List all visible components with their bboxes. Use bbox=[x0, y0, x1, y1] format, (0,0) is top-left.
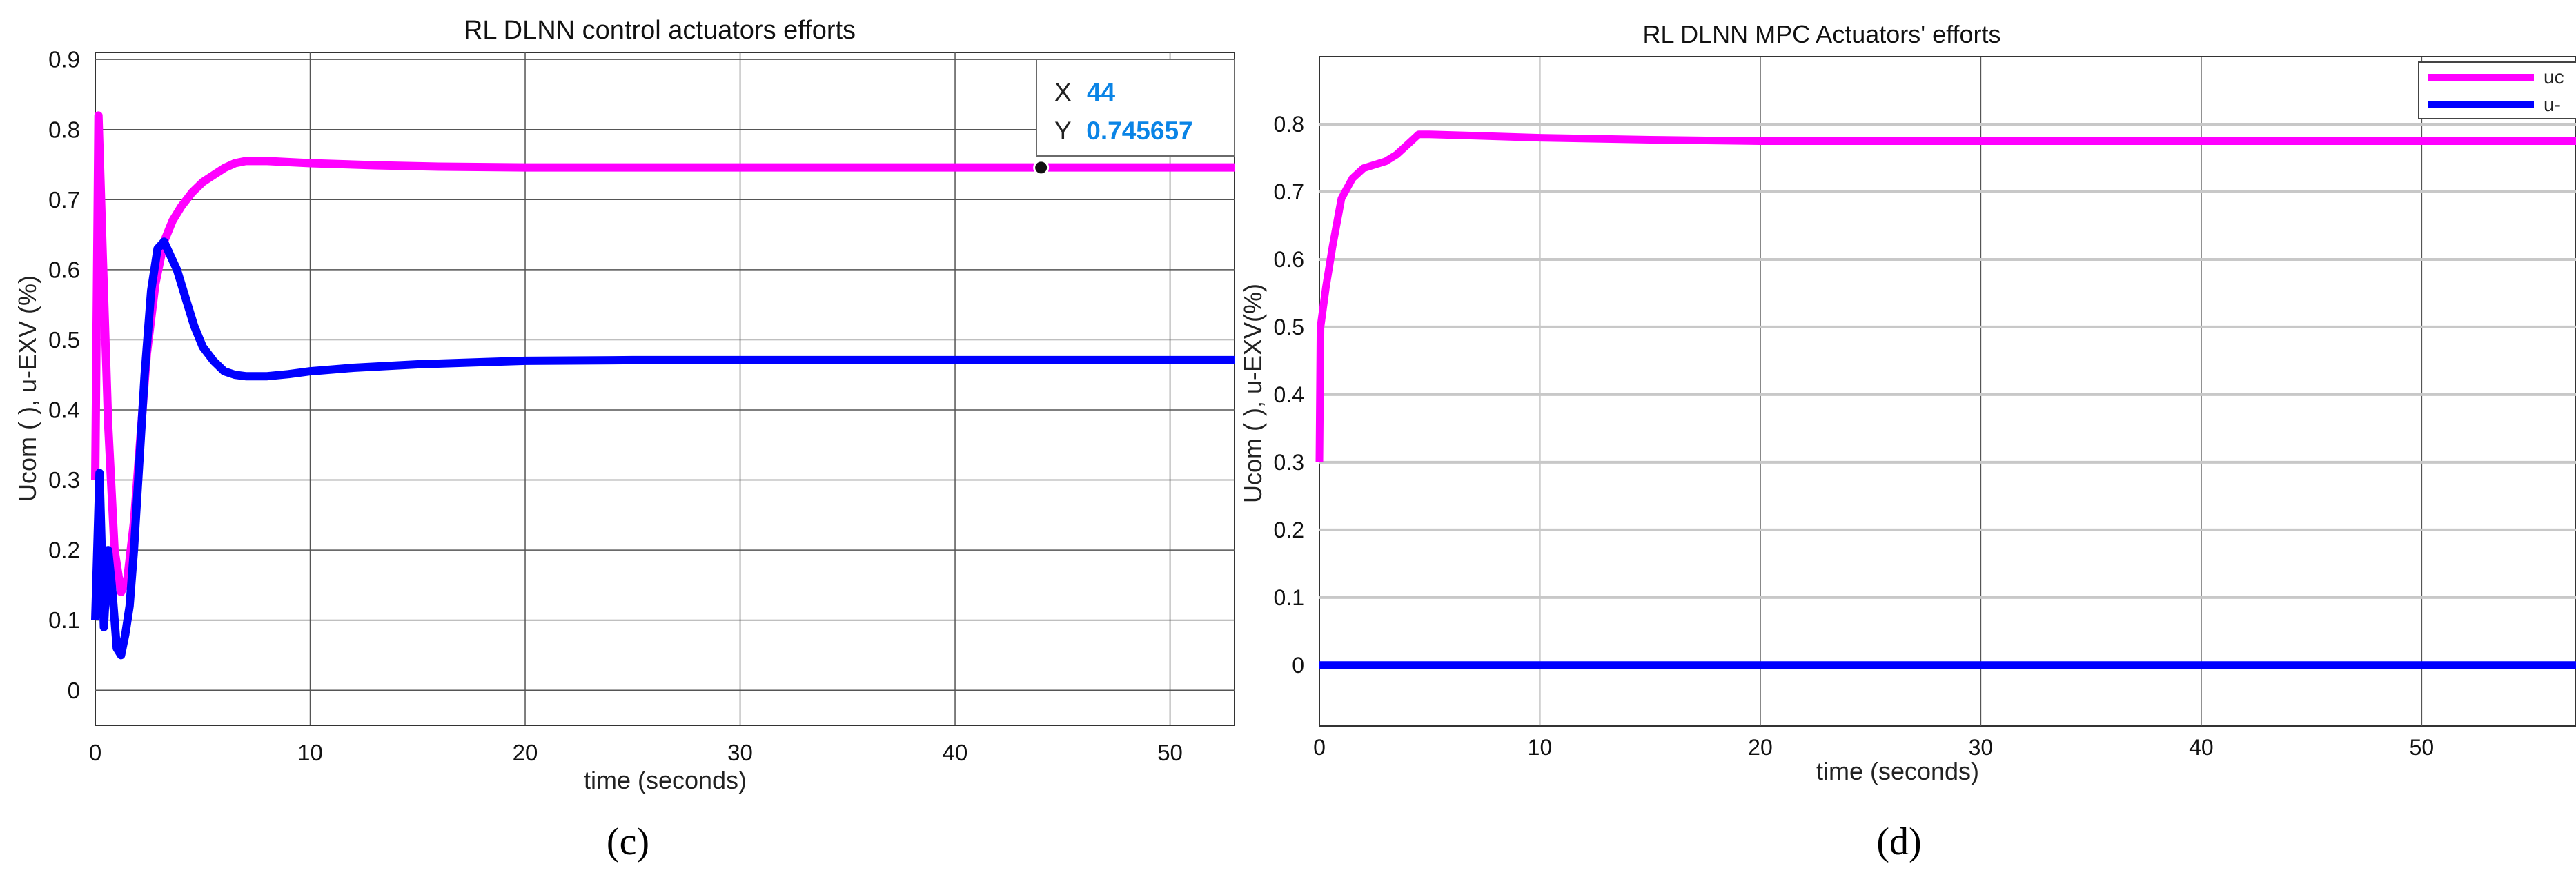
x-tick-label: 0 bbox=[1313, 735, 1326, 760]
chart-c-series bbox=[91, 111, 1235, 660]
y-tick-label: 0.6 bbox=[48, 257, 80, 282]
datatip-y-label: Y bbox=[1054, 117, 1071, 145]
y-tick-label: 0.5 bbox=[48, 327, 80, 353]
chart-c-grid bbox=[95, 52, 1235, 725]
y-tick-label: 0.2 bbox=[1274, 518, 1304, 542]
x-tick-label: 10 bbox=[297, 740, 323, 765]
datatip-x-value: 44 bbox=[1087, 78, 1116, 106]
y-tick-label: 0 bbox=[1292, 653, 1304, 678]
legend-label-uc: uc bbox=[2544, 66, 2564, 88]
chart-c-datatip: X 44 Y 0.745657 bbox=[1036, 59, 1235, 157]
chart-c-xlabel: time (seconds) bbox=[584, 766, 747, 794]
svg-text:Y 0.745657: Y 0.745657 bbox=[1054, 117, 1193, 145]
panel-label-c: (c) bbox=[607, 820, 649, 863]
y-tick-label: 0.1 bbox=[1274, 585, 1304, 610]
series-line-ucom bbox=[1315, 130, 2576, 462]
y-tick-label: 0.1 bbox=[48, 607, 80, 633]
y-tick-label: 0.7 bbox=[48, 187, 80, 213]
y-tick-label: 0.6 bbox=[1274, 247, 1304, 272]
x-tick-label: 40 bbox=[2189, 735, 2214, 760]
y-tick-label: 0.7 bbox=[1274, 179, 1304, 204]
chart-c-datatip-marker bbox=[1033, 159, 1050, 176]
chart-d-series bbox=[1315, 130, 2576, 669]
datatip-x-label: X bbox=[1054, 78, 1072, 106]
series-line-ucom bbox=[91, 111, 1235, 596]
legend-box bbox=[2418, 61, 2576, 119]
x-tick-label: 40 bbox=[943, 740, 968, 765]
series-line-u-exv bbox=[91, 237, 1235, 660]
chart-d-tick-labels: 0 10 20 30 40 50 0 0.1 0.2 0.3 0.4 0.5 0.6 0.7 0.8 bbox=[1274, 112, 2435, 760]
datatip-box bbox=[1036, 59, 1235, 157]
x-tick-label: 30 bbox=[727, 740, 753, 765]
panel-label-d: (d) bbox=[1876, 820, 1921, 863]
chart-d-title: RL DLNN MPC Actuators' efforts bbox=[1642, 20, 2000, 48]
x-tick-label: 20 bbox=[1748, 735, 1773, 760]
x-tick-label: 50 bbox=[2410, 735, 2435, 760]
y-tick-label: 0.9 bbox=[48, 47, 80, 72]
y-tick-label: 0.8 bbox=[48, 117, 80, 142]
chart-c-ylabel: Ucom ( ), u-EXV (%) bbox=[13, 275, 41, 502]
chart-d-xlabel: time (seconds) bbox=[1816, 757, 1979, 785]
y-tick-label: 0.4 bbox=[48, 397, 80, 423]
svg-text:X 44: X 44 bbox=[1054, 78, 1116, 106]
x-tick-label: 10 bbox=[1528, 735, 1553, 760]
chart-c-tick-labels: 0 10 20 30 40 50 0 0.1 0.2 0.3 0.4 0.5 0.6 0.7 0.8 0.9 bbox=[48, 47, 1183, 765]
chart-d-legend: uc u- bbox=[2418, 61, 2576, 119]
x-tick-label: 30 bbox=[1969, 735, 1994, 760]
chart-c: RL DLNN control actuators efforts 0 10 20 3… bbox=[13, 16, 1235, 863]
legend-label-u: u- bbox=[2544, 94, 2561, 115]
y-tick-label: 0.2 bbox=[48, 538, 80, 563]
chart-c-title: RL DLNN control actuators efforts bbox=[464, 16, 856, 45]
y-tick-label: 0 bbox=[68, 678, 80, 703]
y-tick-label: 0.5 bbox=[1274, 315, 1304, 340]
x-tick-label: 0 bbox=[89, 740, 101, 765]
y-tick-label: 0.3 bbox=[48, 467, 80, 493]
y-tick-label: 0.3 bbox=[1274, 450, 1304, 475]
chart-d-plot-area bbox=[1319, 56, 2576, 727]
chart-d: RL DLNN MPC Actuators' efforts 0 10 20 30 40… bbox=[1239, 20, 2576, 863]
x-tick-label: 20 bbox=[513, 740, 538, 765]
y-tick-label: 0.4 bbox=[1274, 382, 1304, 407]
datatip-y-value: 0.745657 bbox=[1086, 117, 1192, 145]
chart-d-ylabel: Ucom ( ), u-EXV(%) bbox=[1239, 284, 1267, 503]
x-tick-label: 50 bbox=[1157, 740, 1183, 765]
datatip-point bbox=[1033, 159, 1050, 176]
y-tick-label: 0.8 bbox=[1274, 112, 1304, 137]
